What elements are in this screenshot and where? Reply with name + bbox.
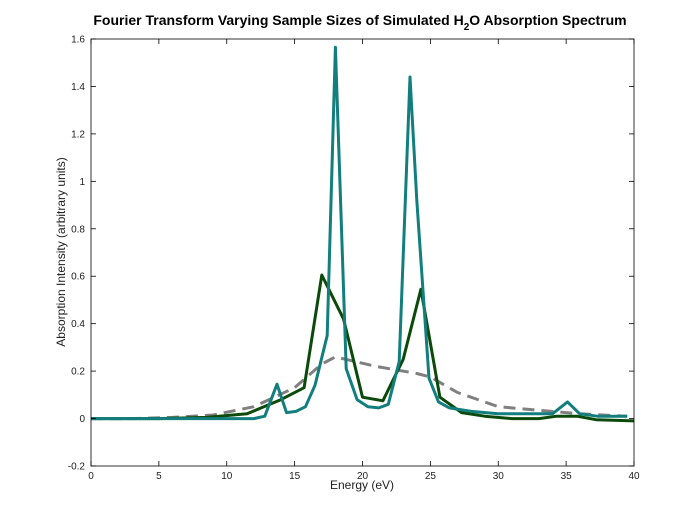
y-tick-label: 1 (79, 177, 85, 188)
x-axis-label: Energy (eV) (330, 478, 394, 492)
chart-title-main: Fourier Transform Varying Sample Sizes o… (93, 12, 463, 28)
x-tick-label: 20 (357, 471, 369, 482)
y-tick-label: 0.4 (71, 319, 85, 330)
x-tick-label: 10 (221, 471, 233, 482)
x-tick-label: 30 (493, 471, 505, 482)
series-line-2 (91, 273, 634, 423)
y-tick-label: 1.6 (71, 35, 85, 46)
y-tick-label: 1.2 (71, 129, 85, 140)
series-line-3 (91, 45, 628, 421)
plot-area: 0 5 10 15 20 25 30 35 40-0.200.20.40.60.811.21.4… (68, 35, 640, 483)
x-tick-label: 25 (425, 471, 437, 482)
y-tick-label: 0 (79, 414, 85, 425)
x-tick-label: 35 (561, 471, 573, 482)
chart-title-tail: O Absorption Spectrum (469, 12, 626, 28)
series-line-1 (91, 355, 628, 421)
y-tick-label: 1.4 (71, 82, 85, 93)
y-axis-label: Absorption Intensity (arbitrary units) (54, 157, 68, 346)
chart-title-subscript: 2 (464, 22, 470, 33)
y-tick-label: 0.6 (71, 272, 85, 283)
chart-title: Fourier Transform Varying Sample Sizes o… (93, 12, 626, 33)
x-tick-label: 15 (289, 471, 301, 482)
y-tick-label: -0.2 (68, 462, 86, 473)
y-tick-label: 0.8 (71, 224, 85, 235)
y-tick-label: 0.2 (71, 367, 85, 378)
x-tick-label: 0 (88, 471, 94, 482)
x-tick-label: 40 (628, 471, 640, 482)
x-tick-label: 5 (156, 471, 162, 482)
